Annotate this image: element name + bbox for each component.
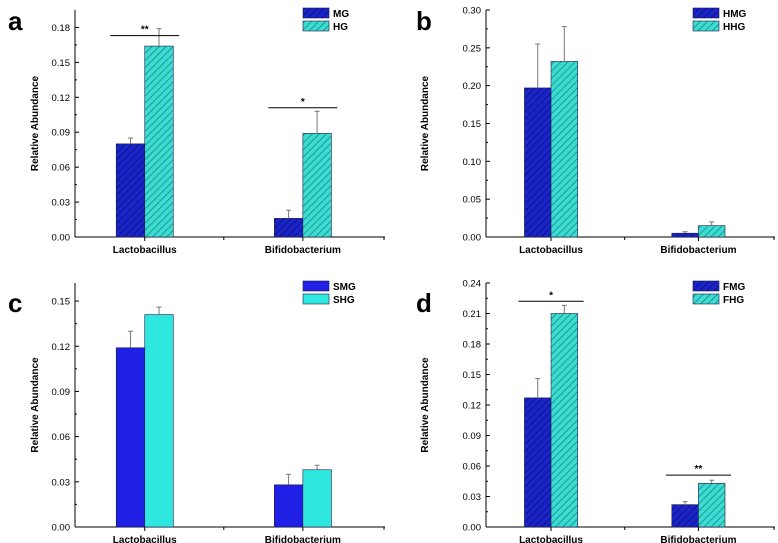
bar-fhg-bifidobacterium: [698, 482, 726, 528]
y-tick-label: 0.30: [463, 6, 482, 17]
y-tick-label: 0.05: [463, 195, 482, 206]
legend-label: SHG: [333, 295, 355, 306]
legend-swatch: [692, 20, 720, 32]
bar-fmg-bifidobacterium: [671, 504, 699, 528]
bar-hhg-lactobacillus: [550, 61, 578, 238]
y-tick-label: 0.18: [463, 340, 482, 351]
bar-smg-bifidobacterium: [274, 484, 304, 528]
y-tick-label: 0.12: [52, 93, 71, 104]
y-tick-label: 0.20: [463, 81, 482, 92]
bar-hg-lactobacillus: [144, 45, 174, 238]
y-axis-label: Relative Abundance: [30, 75, 41, 171]
y-axis-label: Relative Abundance: [420, 357, 431, 453]
y-tick-label: 0.24: [463, 279, 482, 290]
legend-label: HG: [333, 22, 348, 33]
x-category-label: Lactobacillus: [113, 535, 177, 543]
bar-hmg-lactobacillus: [524, 87, 552, 238]
bar-hg-bifidobacterium: [302, 133, 332, 238]
chart-panel-b: b 0.00 0.05 0.10 0.15 0.20 0.25 0.30 Relative Ab…: [416, 6, 775, 256]
bar-shg-lactobacillus: [144, 314, 174, 528]
y-tick-label: 0.06: [463, 462, 482, 473]
legend-swatch: [692, 280, 720, 292]
bar-smg-lactobacillus: [115, 347, 146, 528]
significance-label: **: [695, 464, 703, 475]
legend-label: SMG: [333, 282, 356, 293]
bar-fmg-lactobacillus: [524, 397, 552, 528]
significance-label: *: [301, 97, 305, 108]
panel-letter: d: [416, 288, 432, 318]
y-tick-label: 0.10: [463, 157, 482, 168]
legend-label: FMG: [723, 282, 745, 293]
bar-mg-bifidobacterium: [274, 218, 304, 238]
y-tick-label: 0.00: [463, 523, 482, 534]
y-tick-label: 0.25: [463, 43, 482, 54]
panel-letter: c: [8, 288, 22, 318]
bar-hmg-bifidobacterium: [671, 232, 699, 238]
x-category-label: Bifidobacterium: [265, 535, 341, 543]
x-category-label: Bifidobacterium: [660, 245, 736, 256]
y-axis-label: Relative Abundance: [420, 75, 431, 171]
y-tick-label: 0.06: [52, 163, 71, 174]
legend-label: MG: [333, 9, 349, 20]
x-category-label: Lactobacillus: [519, 535, 583, 543]
x-category-label: Bifidobacterium: [265, 245, 341, 256]
panel-letter: b: [416, 6, 432, 36]
legend-label: FHG: [723, 295, 744, 306]
x-category-label: Lactobacillus: [519, 245, 583, 256]
x-category-label: Lactobacillus: [113, 245, 177, 256]
legend-swatch: [302, 20, 330, 32]
chart-panel-a: a 0.00 0.03 0.06 0.09 0.12 0.15 0.18 Relative Ab…: [8, 6, 385, 256]
bar-shg-bifidobacterium: [302, 469, 332, 528]
y-tick-label: 0.03: [52, 477, 71, 488]
significance-label: *: [549, 290, 553, 301]
legend-swatch: [692, 293, 720, 305]
bar-mg-lactobacillus: [115, 143, 146, 238]
chart-panel-c: c 0.00 0.03 0.06 0.09 0.12 0.15 Relative Abunda…: [8, 280, 385, 543]
x-category-label: Bifidobacterium: [660, 535, 736, 543]
y-tick-label: 0.09: [52, 387, 71, 398]
legend-swatch: [302, 280, 330, 292]
y-tick-label: 0.03: [463, 492, 482, 503]
y-tick-label: 0.15: [52, 297, 71, 308]
legend-label: HHG: [723, 22, 745, 33]
panel-letter: a: [8, 6, 23, 36]
legend-swatch: [692, 7, 720, 19]
y-tick-label: 0.21: [463, 309, 482, 320]
y-tick-label: 0.12: [463, 401, 482, 412]
legend-swatch: [302, 7, 330, 19]
y-tick-label: 0.00: [52, 523, 71, 534]
y-tick-label: 0.06: [52, 432, 71, 443]
bar-hhg-bifidobacterium: [698, 225, 726, 238]
significance-label: **: [141, 25, 149, 36]
y-tick-label: 0.15: [463, 370, 482, 381]
y-tick-label: 0.00: [463, 233, 482, 244]
legend-label: HMG: [723, 9, 747, 20]
y-tick-label: 0.12: [52, 342, 71, 353]
y-tick-label: 0.09: [463, 431, 482, 442]
y-axis-label: Relative Abundance: [30, 357, 41, 453]
legend-swatch: [302, 293, 330, 305]
y-tick-label: 0.15: [463, 119, 482, 130]
y-tick-label: 0.00: [52, 233, 71, 244]
y-tick-label: 0.03: [52, 198, 71, 209]
y-tick-label: 0.15: [52, 58, 71, 69]
bar-fhg-lactobacillus: [550, 313, 578, 528]
y-tick-label: 0.18: [52, 23, 71, 34]
chart-panel-d: d 0.00 0.03 0.06 0.09 0.12 0.15 0.18 0.21 0.24 Rel…: [416, 279, 775, 543]
y-tick-label: 0.09: [52, 128, 71, 139]
